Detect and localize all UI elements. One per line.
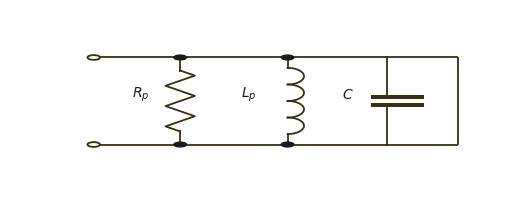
Circle shape [174,55,186,60]
Circle shape [88,55,100,60]
Circle shape [88,142,100,147]
Circle shape [281,142,294,147]
Circle shape [174,142,186,147]
Circle shape [281,55,294,60]
Text: $L_p$: $L_p$ [241,86,256,104]
Text: $R_p$: $R_p$ [132,86,149,104]
Text: $C$: $C$ [342,88,354,102]
